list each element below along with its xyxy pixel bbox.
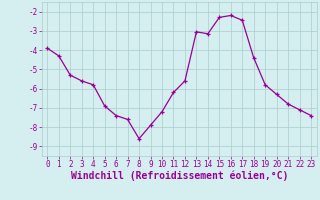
- X-axis label: Windchill (Refroidissement éolien,°C): Windchill (Refroidissement éolien,°C): [70, 171, 288, 181]
